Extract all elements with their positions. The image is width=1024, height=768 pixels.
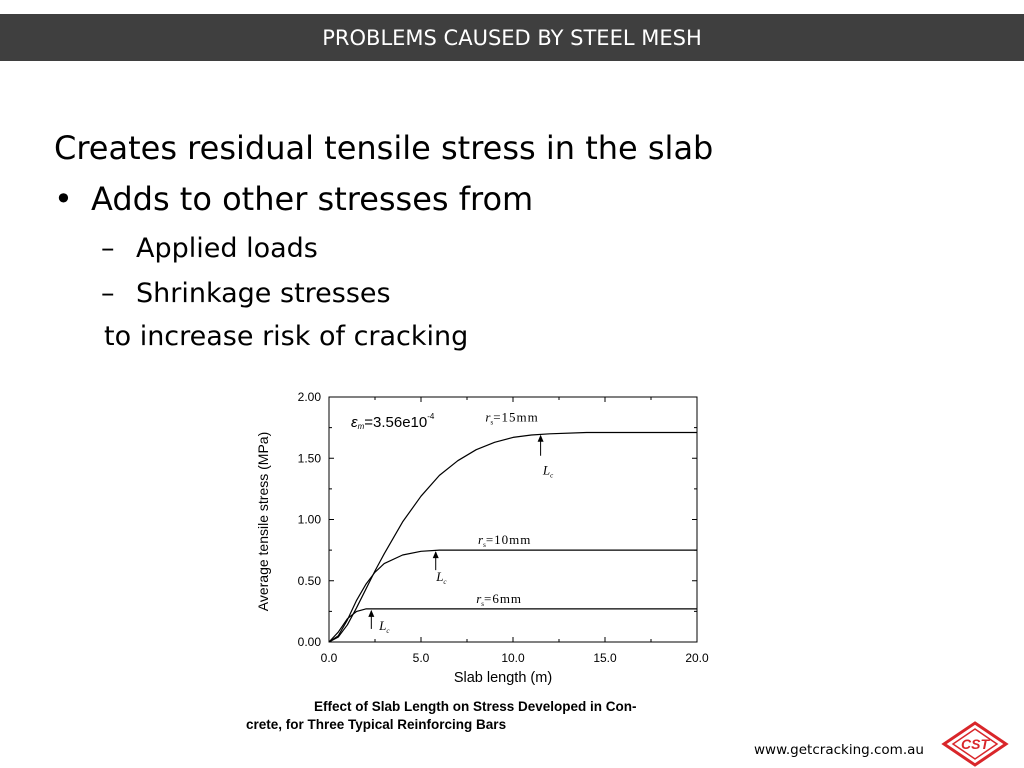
chart-annotations: εm=3.56e10-4 rs=15mm rs=10mm rs=6mm Lc Lc Lc	[351, 410, 554, 636]
strain-annotation: εm=3.56e10-4	[351, 412, 435, 431]
figure-caption: Effect of Slab Length on Stress Develope…	[246, 698, 722, 734]
lc-arrow-head	[537, 434, 544, 442]
x-tick-label: 15.0	[593, 651, 617, 665]
y-tick-label: 1.00	[298, 513, 322, 527]
sub-item-text: Shrinkage stresses	[136, 278, 391, 309]
series-line-2	[328, 549, 697, 643]
x-tick-label: 5.0	[413, 651, 430, 665]
label-r10: rs=10mm	[478, 532, 531, 549]
logo-text: CST	[961, 736, 990, 752]
x-axis-label: Slab length (m)	[454, 670, 552, 686]
chart-ticks: 0.00 0.50 1.00 1.50 2.00 0.0 5.0 10.0 15.0 20.0	[298, 390, 709, 665]
series-line-1	[328, 431, 697, 643]
label-r6: rs=6mm	[476, 591, 522, 608]
series-line-3	[328, 608, 697, 643]
y-tick-label: 1.50	[298, 451, 322, 465]
caption-line-1: Effect of Slab Length on Stress Develope…	[314, 699, 637, 714]
dash-marker: –	[101, 278, 115, 309]
lc-arrow-head	[368, 609, 375, 617]
y-tick-label: 2.00	[298, 390, 322, 404]
bullet-point: • Adds to other stresses from	[54, 180, 533, 218]
stress-chart: Slab length (m) Average tensile stress (M…	[255, 390, 709, 686]
y-tick-label: 0.50	[298, 574, 322, 588]
x-tick-label: 0.0	[321, 651, 338, 665]
chart-axes: Slab length (m) Average tensile stress (M…	[255, 396, 698, 686]
lc-label: Lc	[542, 463, 554, 480]
slide-heading: Creates residual tensile stress in the s…	[54, 129, 714, 167]
x-tick-label: 10.0	[501, 651, 525, 665]
bullet-text: Adds to other stresses from	[91, 180, 534, 218]
sub-item-shrinkage: – Shrinkage stresses	[101, 278, 391, 309]
chart-lines	[328, 431, 697, 643]
caption-line-2: crete, for Three Typical Reinforcing Bar…	[246, 717, 507, 732]
conclusion-text: to increase risk of cracking	[104, 321, 469, 352]
logo-diamond	[941, 721, 1009, 767]
y-tick-label: 0.00	[298, 635, 322, 649]
x-tick-label: 20.0	[685, 651, 709, 665]
bullet-marker: •	[54, 180, 73, 218]
y-axis-label: Average tensile stress (MPa)	[255, 432, 271, 611]
sub-item-text: Applied loads	[136, 233, 318, 264]
cst-logo: CST	[941, 721, 1009, 767]
label-r15: rs=15mm	[485, 410, 538, 427]
footer-url[interactable]: www.getcracking.com.au	[754, 742, 924, 758]
dash-marker: –	[101, 233, 115, 264]
sub-item-applied-loads: – Applied loads	[101, 233, 318, 264]
slide-title: PROBLEMS CAUSED BY STEEL MESH	[322, 25, 702, 50]
title-bar: PROBLEMS CAUSED BY STEEL MESH	[0, 14, 1024, 61]
lc-label: Lc	[378, 618, 390, 635]
lc-arrow-head	[432, 551, 439, 559]
lc-label: Lc	[435, 569, 447, 586]
